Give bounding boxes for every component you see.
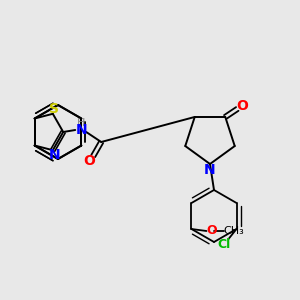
Text: O: O: [236, 99, 248, 113]
Text: O: O: [83, 154, 95, 168]
Text: CH₃: CH₃: [223, 226, 244, 236]
Text: N: N: [75, 123, 87, 137]
Text: O: O: [206, 224, 217, 238]
Text: H: H: [77, 118, 86, 128]
Text: S: S: [49, 102, 59, 116]
Text: N: N: [204, 163, 216, 177]
Text: Cl: Cl: [217, 238, 230, 250]
Text: N: N: [49, 148, 61, 162]
